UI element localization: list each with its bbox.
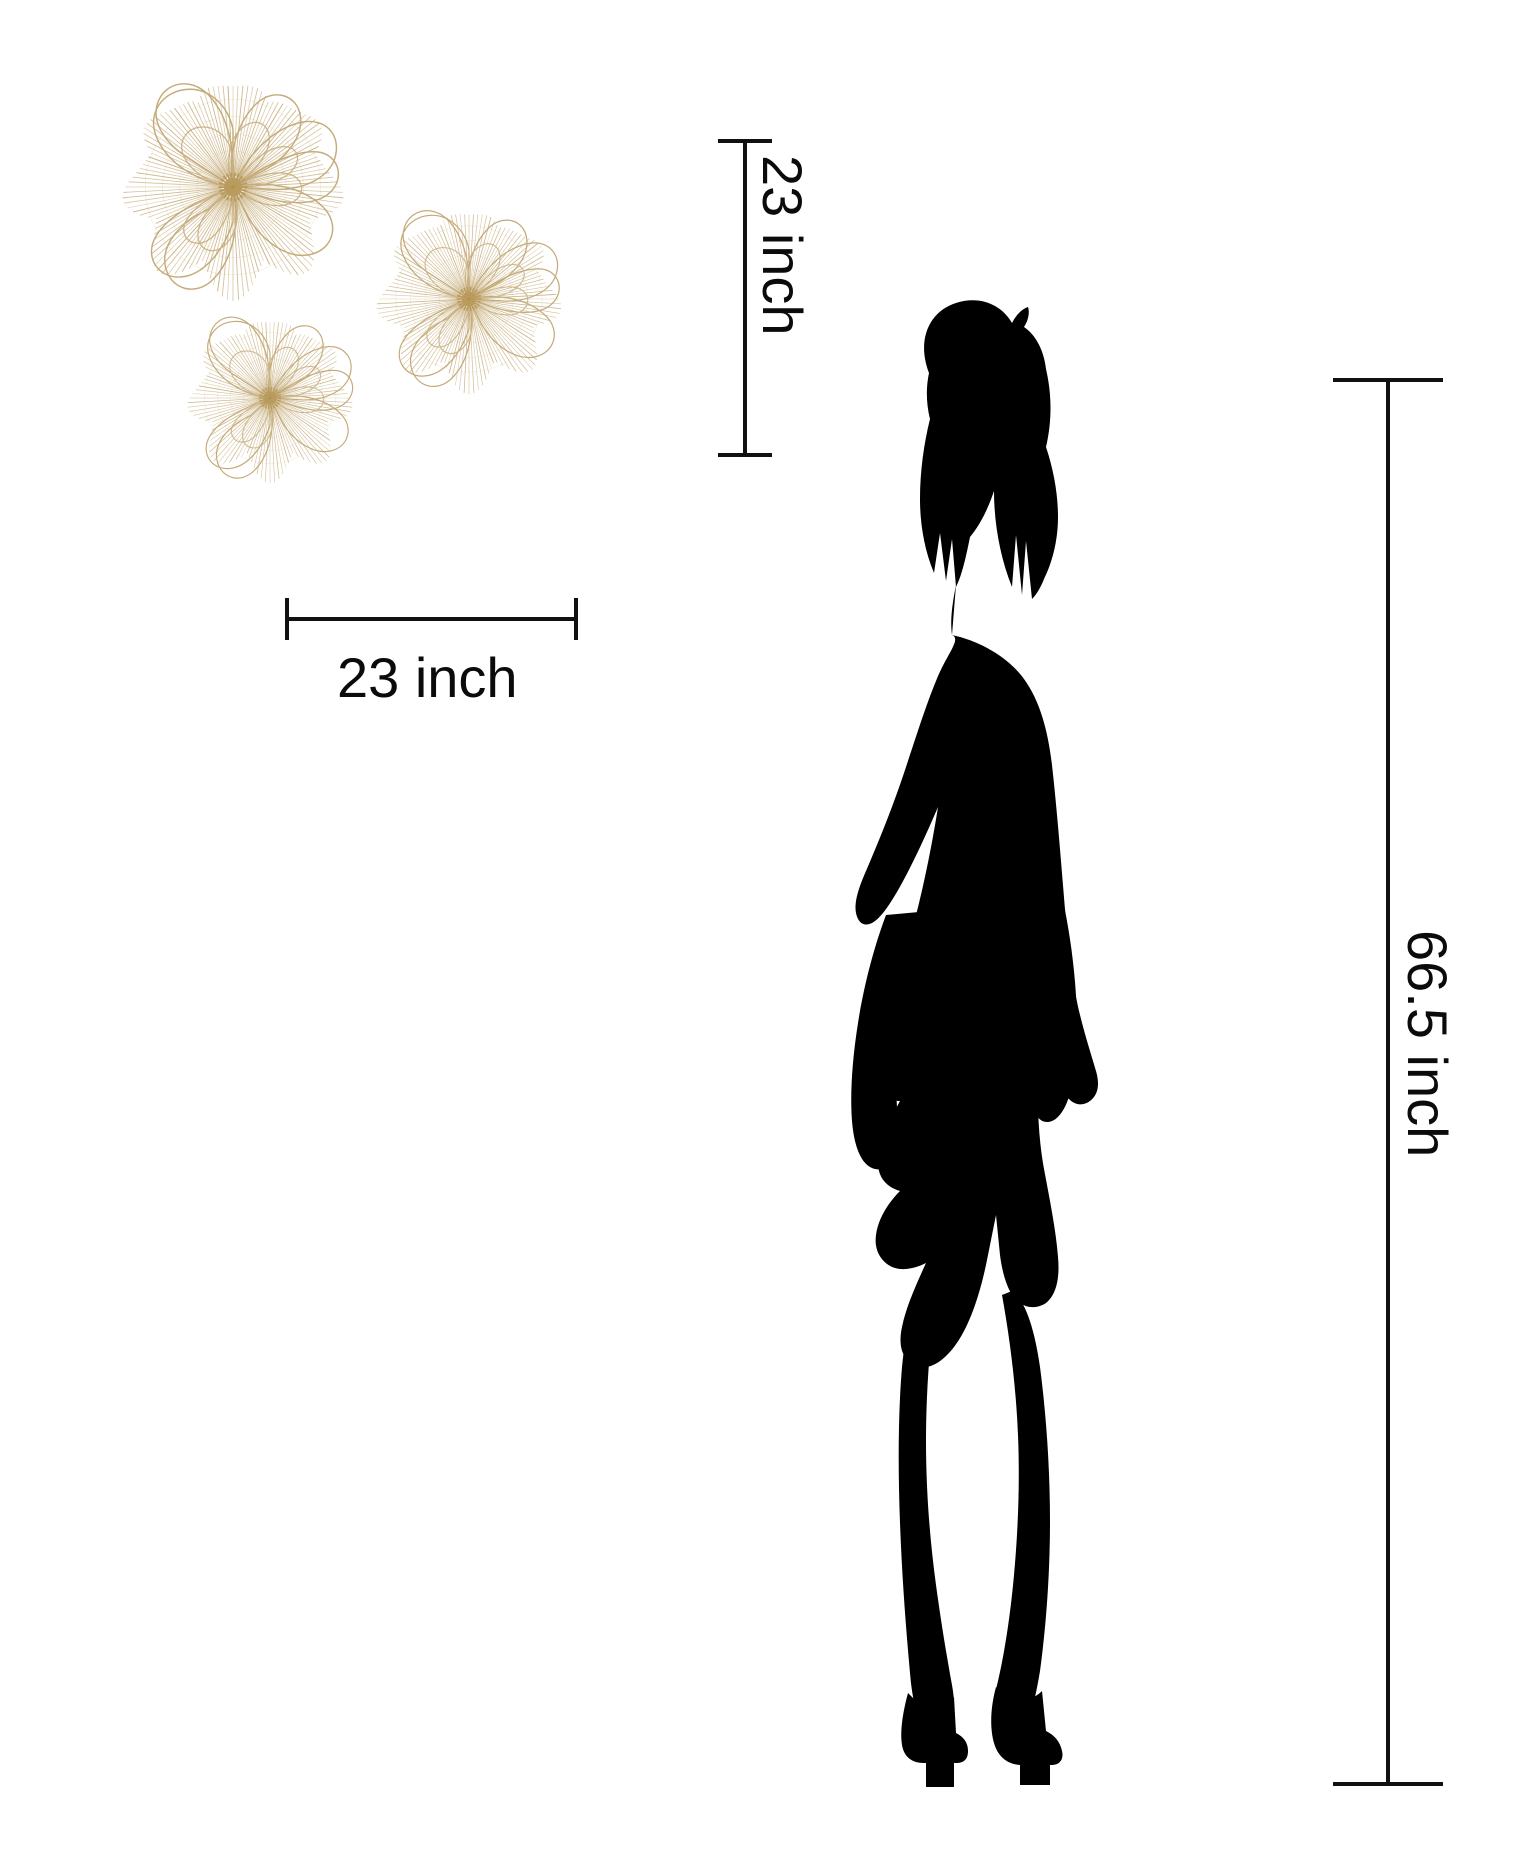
dim-line-vertical-product [743,139,747,457]
flower-large [108,62,358,312]
flower-medium [362,192,576,406]
dim-cap-bottom [718,453,772,457]
dim-line-vertical-reference [1386,378,1390,1786]
dim-line-horizontal-product [285,617,578,621]
reference-height-label: 66.5 inch [1396,930,1459,1158]
dim-cap-right [574,598,578,640]
female-silhouette [740,295,1140,1795]
product-width-label: 23 inch [337,646,518,709]
ref-dim-cap-bottom [1333,1782,1443,1786]
flower-center [218,172,248,202]
flower-small [172,300,368,496]
flower-center [456,286,482,312]
flower-center [258,386,282,410]
product-image-group [0,0,640,560]
